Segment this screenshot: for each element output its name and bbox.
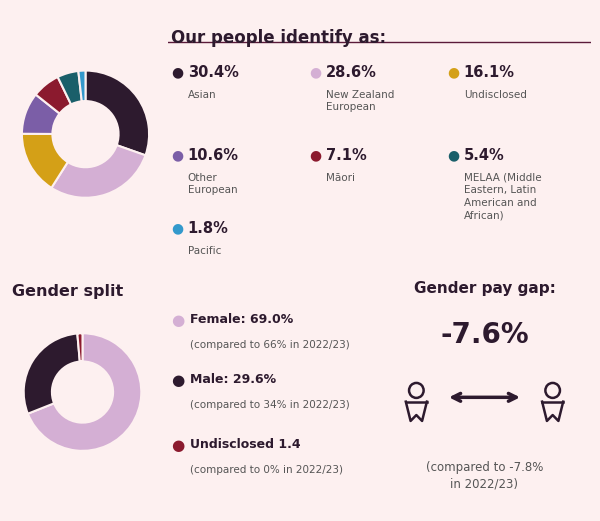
Text: (compared to 34% in 2022/23): (compared to 34% in 2022/23)	[190, 400, 350, 410]
Text: Pacific: Pacific	[188, 246, 221, 256]
Text: Other
European: Other European	[188, 173, 238, 195]
Text: ●: ●	[171, 373, 184, 388]
Wedge shape	[22, 134, 68, 188]
Text: 1.8%: 1.8%	[188, 221, 229, 237]
Text: -7.6%: -7.6%	[440, 321, 529, 349]
Text: Asian: Asian	[188, 90, 217, 100]
Text: 28.6%: 28.6%	[326, 65, 377, 80]
Text: Female: 69.0%: Female: 69.0%	[190, 313, 293, 326]
Text: Undisclosed: Undisclosed	[464, 90, 527, 100]
Text: New Zealand
European: New Zealand European	[326, 90, 394, 112]
Wedge shape	[28, 333, 141, 451]
Text: 30.4%: 30.4%	[188, 65, 239, 80]
Text: 5.4%: 5.4%	[464, 148, 505, 164]
Text: Māori: Māori	[326, 173, 355, 183]
Wedge shape	[77, 333, 83, 362]
Text: ●: ●	[171, 313, 184, 328]
Wedge shape	[85, 70, 149, 155]
Text: ●: ●	[309, 148, 321, 163]
Text: ●: ●	[447, 148, 459, 163]
Wedge shape	[79, 70, 86, 101]
Text: (compared to -7.8%
in 2022/23): (compared to -7.8% in 2022/23)	[426, 461, 543, 491]
Text: Our people identify as:: Our people identify as:	[171, 29, 386, 47]
Wedge shape	[58, 71, 82, 104]
Text: ●: ●	[171, 438, 184, 453]
Wedge shape	[22, 94, 59, 134]
Text: (compared to 0% in 2022/23): (compared to 0% in 2022/23)	[190, 465, 343, 475]
Text: ●: ●	[171, 221, 183, 235]
Wedge shape	[52, 145, 145, 198]
Text: MELAA (Middle
Eastern, Latin
American and
African): MELAA (Middle Eastern, Latin American an…	[464, 173, 541, 220]
Text: 16.1%: 16.1%	[464, 65, 515, 80]
Text: Gender split: Gender split	[12, 284, 123, 299]
Text: ●: ●	[171, 65, 183, 79]
FancyArrowPatch shape	[453, 393, 516, 401]
Text: Male: 29.6%: Male: 29.6%	[190, 373, 277, 386]
Text: ●: ●	[447, 65, 459, 79]
Text: Gender pay gap:: Gender pay gap:	[413, 281, 556, 296]
Text: (compared to 66% in 2022/23): (compared to 66% in 2022/23)	[190, 340, 350, 350]
Text: ●: ●	[309, 65, 321, 79]
Text: Undisclosed 1.4: Undisclosed 1.4	[190, 438, 301, 451]
Wedge shape	[24, 333, 80, 414]
Text: ●: ●	[171, 148, 183, 163]
Text: 10.6%: 10.6%	[188, 148, 239, 164]
Text: 7.1%: 7.1%	[326, 148, 367, 164]
Wedge shape	[36, 77, 71, 114]
